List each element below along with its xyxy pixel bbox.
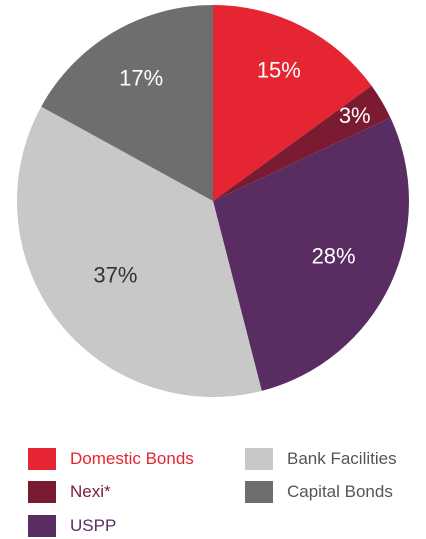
pie-slice-nexi xyxy=(213,85,391,201)
slice-label-bank-facilities: 37% xyxy=(93,262,137,287)
slice-label-nexi: 3% xyxy=(339,103,371,128)
legend-swatch xyxy=(28,481,56,503)
pie-slice-bank-facilities xyxy=(17,106,262,397)
slice-label-capital-bonds: 17% xyxy=(119,65,163,90)
legend-item-bank-facilities: Bank Facilities xyxy=(245,446,397,472)
legend-label: USPP xyxy=(70,516,117,535)
legend-swatch xyxy=(245,481,273,503)
legend-swatch xyxy=(245,448,273,470)
slice-label-uspp: 28% xyxy=(312,244,356,269)
pie-slice-uspp xyxy=(213,117,409,391)
legend-item-nexi: Nexi* xyxy=(28,479,111,505)
legend-item-uspp: USPP xyxy=(28,513,116,539)
legend-label: Nexi* xyxy=(70,482,111,501)
slice-label-domestic-bonds: 15% xyxy=(257,58,301,83)
legend-label: Domestic Bonds xyxy=(70,449,194,468)
legend-swatch xyxy=(28,515,56,537)
pie-slice-capital-bonds xyxy=(41,5,213,201)
legend-label: Capital Bonds xyxy=(287,482,393,501)
legend-item-domestic-bonds: Domestic Bonds xyxy=(28,446,194,472)
legend-label: Bank Facilities xyxy=(287,449,397,468)
chart-legend: Domestic Bonds Bank Facilities Nexi* Cap… xyxy=(28,446,426,538)
legend-item-capital-bonds: Capital Bonds xyxy=(245,479,393,505)
pie-chart: 15% 3% 28% 37% 17% xyxy=(17,5,409,397)
pie-slice-domestic-bonds xyxy=(213,5,372,201)
legend-swatch xyxy=(28,448,56,470)
